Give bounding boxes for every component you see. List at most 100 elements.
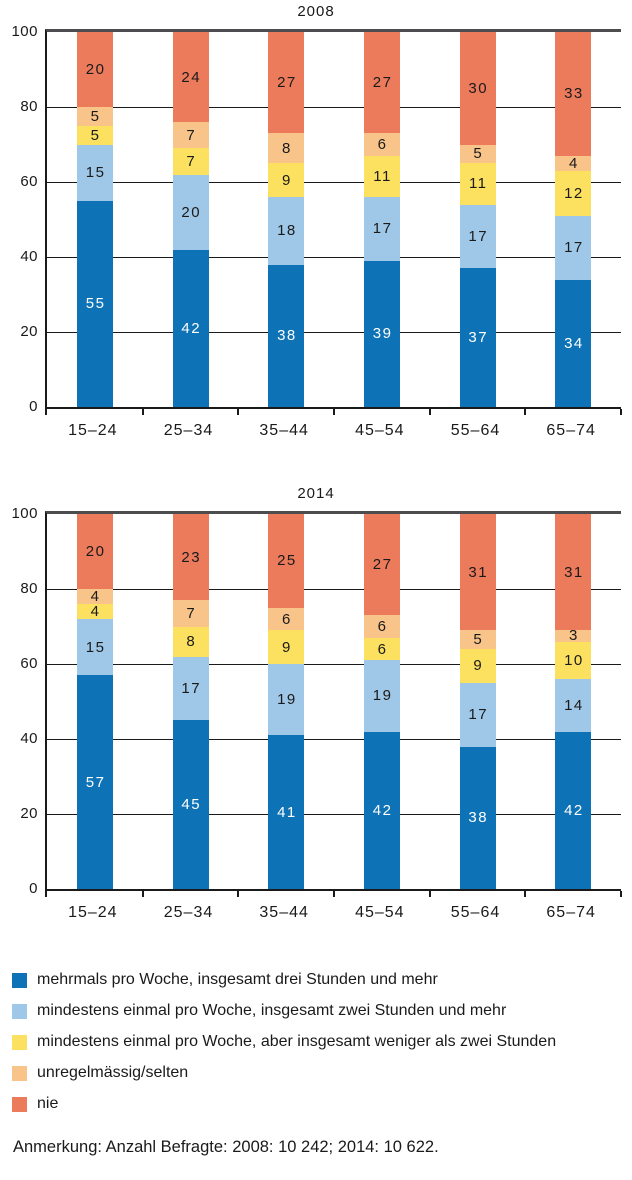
x-axis-tick: [428, 891, 431, 897]
legend: mehrmals pro Woche, insgesamt drei Stund…: [12, 971, 632, 1113]
value-label: 6: [281, 610, 292, 628]
bar-segment: 19: [363, 660, 400, 732]
x-axis-tick: [45, 891, 47, 897]
bar-segment: 42: [172, 249, 209, 407]
legend-label: unregelmässig/selten: [37, 1064, 189, 1081]
bar-segment: 3: [555, 627, 592, 645]
gridline-60: [47, 663, 621, 665]
value-label: 18: [277, 222, 297, 240]
y-tick-label: 20: [20, 805, 38, 822]
value-label: 3: [568, 627, 579, 645]
chart-2008: 2008 0 20 40 60 80 100 55 15 5 5 20 42 20 7 7 24 38 18 9 8 2…: [0, 3, 632, 443]
bar-segment: 27: [363, 32, 400, 134]
x-axis-tick: [333, 891, 335, 897]
legend-swatch: [12, 1003, 27, 1019]
legend-item: unregelmässig/selten: [12, 1064, 632, 1082]
bar-segment: 7: [172, 148, 209, 175]
value-label: 31: [564, 563, 584, 581]
x-axis-tick: [524, 409, 527, 415]
x-axis-labels: 15–24 25–34 35–44 45–54 55–64 65–74: [45, 409, 619, 443]
x-category-label: 45–54: [355, 904, 405, 921]
gridline-80: [47, 588, 621, 590]
value-label: 17: [181, 679, 202, 697]
x-axis-tick: [620, 409, 622, 415]
x-category-label: 55–64: [450, 422, 501, 439]
value-label: 5: [90, 126, 101, 144]
x-category-label: 65–74: [546, 422, 596, 439]
bar-segment: 5: [459, 144, 496, 164]
bar-segment: 30: [459, 32, 496, 145]
bar-segment: 10: [555, 641, 592, 679]
value-label: 15: [85, 164, 106, 182]
bar-segment: 34: [555, 279, 592, 407]
x-axis-tick: [524, 891, 527, 897]
value-label: 6: [377, 136, 388, 153]
y-tick-label: 20: [20, 323, 38, 340]
bar-segment: 38: [268, 264, 305, 407]
x-category-label: 65–74: [546, 904, 596, 921]
bar-segment: 6: [363, 637, 400, 661]
value-label: 57: [85, 773, 106, 791]
value-label: 6: [377, 618, 388, 635]
value-label: 23: [181, 548, 202, 566]
value-label: 8: [281, 139, 292, 157]
value-label: 30: [468, 79, 489, 97]
bar-segment: 38: [459, 746, 496, 889]
legend-swatch: [12, 1034, 27, 1050]
stacked-bar: 42 19 6 6 27: [363, 514, 400, 889]
value-label: 25: [277, 552, 297, 570]
bar-segment: 39: [363, 260, 400, 407]
bar-segment: 9: [268, 163, 305, 197]
value-label: 9: [281, 638, 292, 656]
bar-segment: 17: [363, 197, 400, 261]
bar-segment: 20: [172, 174, 209, 250]
bar-segment: 9: [459, 649, 496, 683]
stacked-bar: 42 14 10 3 31: [555, 514, 592, 889]
gridline-60: [47, 181, 621, 183]
legend-swatch: [12, 1096, 27, 1112]
legend-label: mehrmals pro Woche, insgesamt drei Stund…: [37, 971, 438, 988]
bar-segment: 17: [555, 215, 592, 280]
bar-segment: 4: [555, 154, 592, 172]
stacked-bar: 34 17 12 4 33: [555, 32, 592, 407]
value-label: 4: [90, 588, 101, 605]
x-axis-tick: [237, 891, 240, 897]
y-tick-label: 100: [11, 505, 38, 522]
stacked-bar: 57 15 4 4 20: [76, 514, 113, 889]
bar-segment: 5: [459, 630, 496, 649]
value-label: 11: [373, 167, 392, 185]
legend-swatch: [12, 972, 27, 988]
x-axis-tick: [333, 409, 335, 415]
y-tick-label: 80: [20, 580, 38, 597]
value-label: 4: [568, 154, 579, 172]
value-label: 41: [277, 803, 297, 821]
bar-segment: 20: [76, 514, 113, 589]
value-label: 17: [372, 220, 393, 238]
value-label: 15: [85, 638, 106, 656]
x-category-label: 35–44: [259, 422, 309, 439]
legend-item: mehrmals pro Woche, insgesamt drei Stund…: [12, 971, 632, 989]
x-category-label: 25–34: [163, 904, 214, 921]
y-tick-label: 40: [20, 730, 38, 747]
value-label: 5: [90, 107, 101, 125]
y-tick-label: 0: [29, 398, 38, 415]
y-tick-label: 60: [20, 173, 38, 190]
legend-item: nie: [12, 1095, 632, 1113]
value-label: 20: [85, 61, 106, 78]
bar-segment: 17: [172, 656, 209, 721]
bar-segment: 15: [76, 144, 113, 201]
bar-segment: 11: [459, 163, 496, 205]
value-label: 34: [564, 334, 584, 352]
stacked-bar: 55 15 5 5 20: [76, 32, 113, 407]
value-label: 27: [372, 556, 393, 574]
x-category-label: 45–54: [355, 422, 405, 439]
y-tick-label: 80: [20, 98, 38, 115]
value-label: 38: [277, 327, 297, 345]
stacked-bar: 38 17 9 5 31: [459, 514, 496, 889]
value-label: 20: [181, 203, 202, 221]
legend-label: nie: [37, 1095, 59, 1112]
stacked-bar: 42 20 7 7 24: [172, 32, 209, 407]
value-label: 5: [473, 631, 484, 649]
legend-item: mindestens einmal pro Woche, insgesamt z…: [12, 1002, 632, 1020]
legend-item: mindestens einmal pro Woche, aber insges…: [12, 1033, 632, 1051]
